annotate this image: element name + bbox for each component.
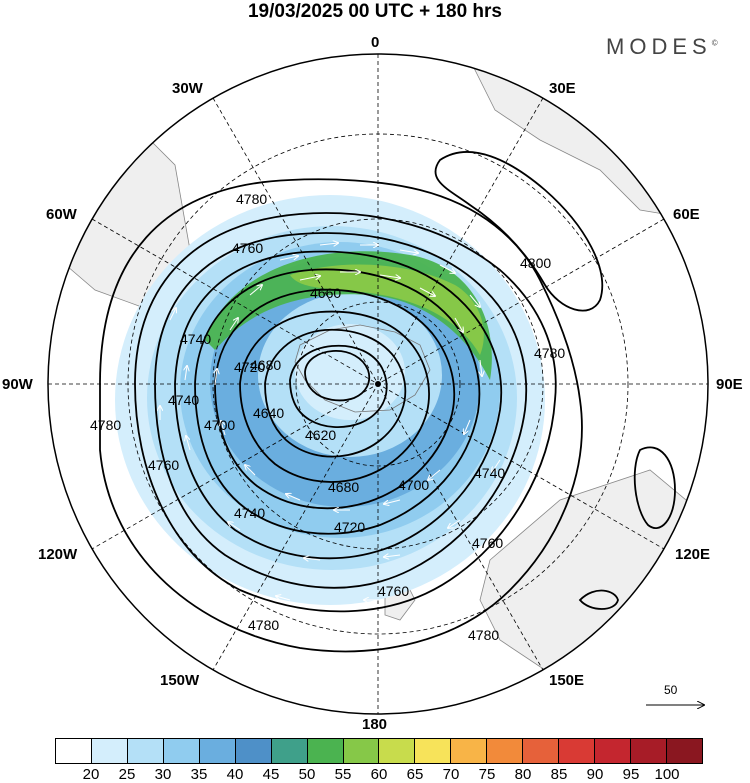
colorbar-tick-label: 95 xyxy=(622,766,640,783)
colorbar-tick-label: 30 xyxy=(154,766,172,783)
brand-copyright: © xyxy=(711,38,718,48)
brand-logo: MODES© xyxy=(606,34,718,60)
colorbar-swatch xyxy=(379,739,416,763)
colorbar-tick-label: 90 xyxy=(586,766,604,783)
colorbar-swatch xyxy=(343,739,380,763)
map-boundary xyxy=(47,53,709,715)
contour-label: 4620 xyxy=(305,427,336,443)
contour-label: 4740 xyxy=(168,392,199,408)
contour-label: 4760 xyxy=(472,535,503,551)
contour-label: 4720 xyxy=(234,359,265,375)
colorbar-swatch xyxy=(127,739,164,763)
colorbar-swatch xyxy=(56,739,92,763)
wind-shade-inner xyxy=(295,324,405,420)
contour-label: 4660 xyxy=(310,285,341,301)
contour-label-group: 4780 4760 4740 4740 4720 4700 4680 4660 … xyxy=(90,191,565,643)
lon-label-30w: 30W xyxy=(172,80,203,97)
contour-label: 4680 xyxy=(328,479,359,495)
colorbar-tick-label: 65 xyxy=(406,766,424,783)
contour-label: 4780 xyxy=(468,627,499,643)
colorbar-swatch xyxy=(235,739,272,763)
colorbar-tick-label: 35 xyxy=(190,766,208,783)
lon-label-90w: 90W xyxy=(2,376,33,393)
contour-label: 4700 xyxy=(204,417,235,433)
contour-label: 4760 xyxy=(148,457,179,473)
lon-label-90e: 90E xyxy=(716,376,743,393)
colorbar-tick-label: 50 xyxy=(298,766,316,783)
colorbar-swatch xyxy=(199,739,236,763)
lon-label-120w: 120W xyxy=(38,546,78,563)
contour-label: 4720 xyxy=(334,519,365,535)
colorbar-tick-label: 80 xyxy=(514,766,532,783)
contour-label: 4760 xyxy=(378,583,409,599)
reference-vector-label: 50 xyxy=(664,683,678,697)
colorbar-ticks: 20 25 30 35 40 45 50 55 60 65 70 75 80 85 90 95 100 xyxy=(55,766,703,783)
lon-label-0: 0 xyxy=(371,34,380,51)
geopotential-contours xyxy=(99,151,676,653)
colorbar-swatch xyxy=(487,739,524,763)
contour-label: 4780 xyxy=(248,617,279,633)
lon-label-150e: 150E xyxy=(549,672,585,689)
map-title: 19/03/2025 00 UTC + 180 hrs xyxy=(247,1,503,22)
contour-label: 4760 xyxy=(232,240,263,256)
colorbar-tick-label: 85 xyxy=(550,766,568,783)
colorbar xyxy=(55,738,703,764)
lon-label-180: 180 xyxy=(362,716,388,733)
contour-label: 4800 xyxy=(520,255,551,271)
colorbar-swatch xyxy=(91,739,128,763)
contour-label: 4740 xyxy=(474,465,505,481)
colorbar-tick-label: 45 xyxy=(262,766,280,783)
lon-label-60e: 60E xyxy=(673,206,700,223)
colorbar-swatch xyxy=(307,739,344,763)
colorbar-tick-label: 70 xyxy=(442,766,460,783)
colorbar-tick-label: 20 xyxy=(82,766,100,783)
pole-marker xyxy=(375,381,381,387)
contour-label: 4640 xyxy=(253,405,284,421)
colorbar-tick-label: 40 xyxy=(226,766,244,783)
colorbar-tick-label: 100 xyxy=(654,766,680,783)
lon-label-120e: 120E xyxy=(675,546,711,563)
lon-label-60w: 60W xyxy=(46,206,77,223)
contour-label: 4780 xyxy=(236,191,267,207)
contour-label: 4780 xyxy=(534,345,565,361)
colorbar-swatch xyxy=(595,739,631,763)
colorbar-tick-label: 60 xyxy=(370,766,388,783)
lon-label-30e: 30E xyxy=(549,80,576,97)
contour-label: 4680 xyxy=(250,357,281,373)
colorbar-swatch xyxy=(271,739,308,763)
polar-stereographic-map: 4780 4760 4740 4740 4720 4700 4680 4660 … xyxy=(47,53,709,715)
colorbar-tick-label: 75 xyxy=(478,766,496,783)
colorbar-tick-label: 55 xyxy=(334,766,352,783)
jet-core-lightgreen xyxy=(290,264,484,355)
contour-label: 4780 xyxy=(90,417,121,433)
contour-label: 4700 xyxy=(398,477,429,493)
lon-label-150w: 150W xyxy=(160,672,200,689)
colorbar-tick-label: 25 xyxy=(118,766,136,783)
colorbar-swatch xyxy=(523,739,560,763)
colorbar-swatch xyxy=(666,739,702,763)
colorbar-swatch xyxy=(451,739,488,763)
colorbar-swatch xyxy=(415,739,452,763)
wind-vectors xyxy=(160,243,501,600)
colorbar-swatch xyxy=(631,739,667,763)
colorbar-swatch xyxy=(559,739,596,763)
brand-name: MODES xyxy=(606,34,712,59)
colorbar-swatch xyxy=(163,739,200,763)
contour-label: 4740 xyxy=(180,331,211,347)
contour-label: 4740 xyxy=(234,505,265,521)
